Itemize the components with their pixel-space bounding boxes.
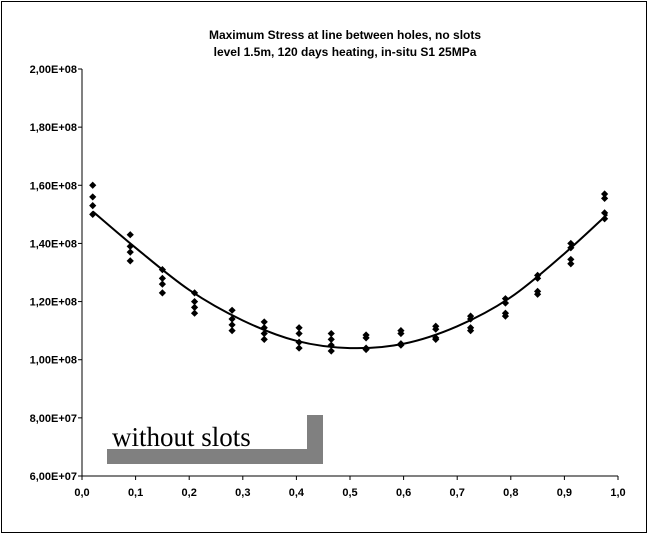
- data-point: [260, 324, 268, 332]
- x-tick-label: 1,0: [610, 487, 625, 499]
- data-point: [260, 318, 268, 326]
- data-point: [260, 329, 268, 338]
- chart-title-line-1: Maximum Stress at line between holes, no…: [209, 28, 481, 42]
- x-tick-label: 0,1: [128, 487, 143, 499]
- y-tick-label: 1,20E+08: [30, 297, 77, 309]
- data-points: [89, 181, 609, 355]
- data-point: [126, 248, 134, 256]
- trendline: [92, 210, 608, 350]
- data-point: [126, 231, 134, 239]
- data-point: [228, 321, 236, 329]
- x-tick-label: 0,8: [503, 487, 518, 499]
- x-tick-label: 0,0: [74, 487, 89, 499]
- data-point: [534, 274, 542, 282]
- data-point: [601, 190, 609, 198]
- data-point: [327, 341, 335, 349]
- data-point: [190, 297, 199, 306]
- without-slots-label: without slots: [112, 422, 251, 452]
- y-axis-ticks: 6,00E+07 8,00E+07 1,00E+08 1,20E+08 1,40E+08…: [30, 64, 82, 483]
- data-point: [89, 193, 97, 201]
- data-point: [295, 329, 303, 338]
- x-tick-label: 0,9: [557, 487, 572, 499]
- data-point: [228, 315, 236, 323]
- data-point: [158, 289, 166, 297]
- data-point: [158, 274, 166, 282]
- data-point: [295, 344, 303, 352]
- x-tick-label: 0,7: [450, 487, 465, 499]
- data-point: [228, 327, 236, 335]
- data-point: [228, 306, 236, 314]
- data-point: [158, 265, 166, 274]
- data-point: [432, 325, 440, 333]
- x-axis-ticks: 0,0 0,1 0,2 0,3 0,4 0,5 0,6 0,7 0,8 0,9 1,0: [74, 476, 626, 499]
- data-point: [89, 210, 97, 218]
- x-tick-label: 0,3: [235, 487, 250, 499]
- y-tick-label: 1,60E+08: [30, 180, 77, 192]
- data-point: [260, 335, 268, 343]
- data-point: [190, 303, 199, 311]
- bracket-bottom-bar: [107, 449, 323, 464]
- without-slots-bracket: [107, 415, 323, 464]
- data-point: [601, 209, 609, 217]
- data-point: [567, 260, 575, 268]
- data-point: [362, 345, 370, 354]
- y-tick-label: 1,40E+08: [30, 238, 77, 250]
- data-point: [89, 181, 97, 189]
- data-point: [567, 255, 575, 264]
- data-point: [534, 290, 542, 298]
- y-tick-label: 6,00E+07: [30, 471, 77, 483]
- data-point: [501, 295, 510, 303]
- data-point: [126, 242, 134, 250]
- data-point: [89, 202, 97, 210]
- data-point: [362, 334, 370, 342]
- data-point: [190, 309, 199, 317]
- data-point: [601, 194, 609, 202]
- data-point: [295, 338, 303, 346]
- y-tick-label: 1,80E+08: [30, 122, 77, 134]
- data-point: [126, 257, 134, 265]
- x-tick-label: 0,5: [342, 487, 357, 499]
- x-tick-label: 0,4: [289, 487, 305, 499]
- data-point: [327, 347, 335, 355]
- bracket-vertical-bar: [307, 415, 323, 464]
- data-point: [295, 324, 303, 332]
- data-point: [501, 312, 510, 320]
- data-point: [327, 335, 335, 343]
- data-point: [158, 280, 166, 288]
- data-point: [190, 289, 199, 297]
- data-point: [327, 329, 335, 338]
- chart-title-line-2: level 1.5m, 120 days heating, in-situ S1…: [214, 45, 477, 59]
- data-point: [501, 299, 510, 307]
- y-tick-label: 1,00E+08: [30, 355, 77, 367]
- data-point: [467, 327, 475, 335]
- y-tick-label: 2,00E+08: [30, 64, 77, 76]
- x-tick-label: 0,2: [182, 487, 197, 499]
- data-point: [397, 329, 405, 338]
- x-tick-label: 0,6: [396, 487, 411, 499]
- data-point: [567, 244, 575, 252]
- data-point: [601, 215, 609, 223]
- data-point: [567, 239, 575, 248]
- y-tick-label: 8,00E+07: [30, 413, 77, 425]
- data-point: [397, 341, 405, 349]
- data-point: [467, 315, 475, 323]
- data-point: [432, 335, 440, 343]
